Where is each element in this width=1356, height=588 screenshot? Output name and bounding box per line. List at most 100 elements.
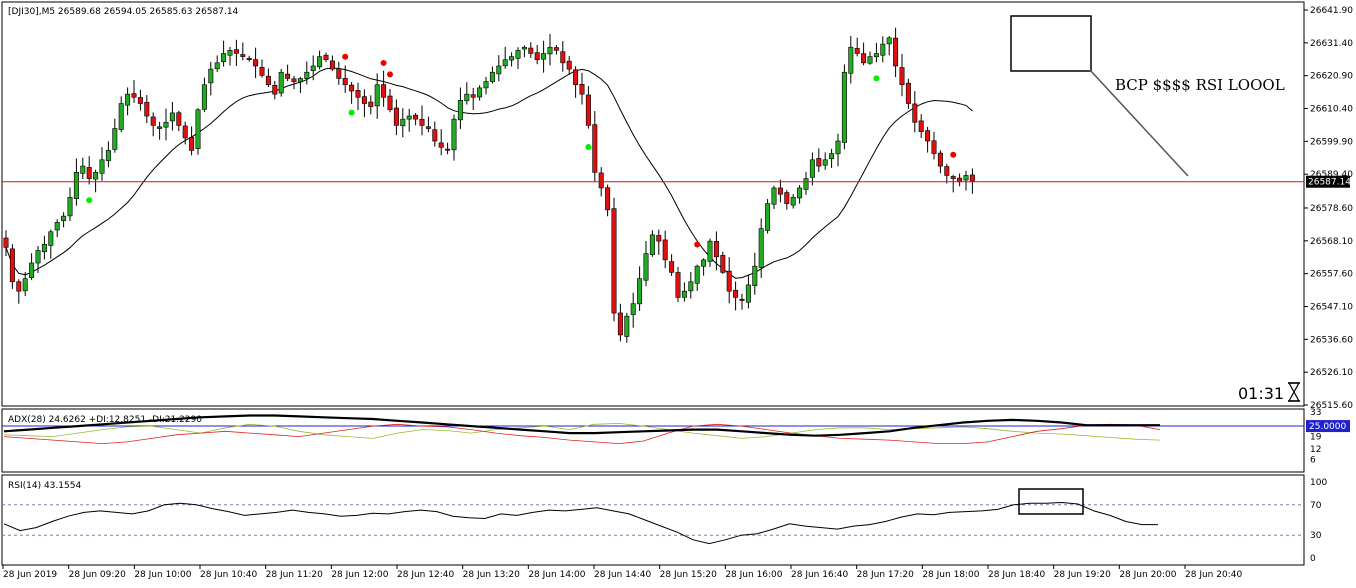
bear-candle [265, 75, 271, 86]
candles-group [3, 27, 975, 343]
time-tick-label: 28 Jun 15:20 [660, 570, 717, 580]
time-tick-label: 28 Jun 10:00 [134, 570, 191, 580]
bear-candle [777, 187, 783, 195]
bull-candle [624, 315, 630, 337]
bear-candle [361, 96, 367, 104]
price-tick-label: 26557.60 [1310, 270, 1353, 280]
time-tick-label: 28 Jun 14:40 [594, 570, 651, 580]
bull-candle [547, 46, 553, 55]
bear-candle [566, 60, 572, 70]
bear-candle [662, 239, 668, 261]
bull-candle [48, 231, 54, 246]
adx-level-label: 25.0000 [1309, 422, 1346, 432]
bull-candle [829, 153, 835, 160]
bull-candle [304, 71, 310, 79]
bear-candle [918, 120, 924, 132]
time-tick-label: 28 Jun 20:40 [1185, 570, 1242, 580]
time-tick-label: 28 Jun 12:00 [331, 570, 388, 580]
bull-candle [745, 284, 751, 303]
bear-candle [323, 54, 329, 61]
bear-candle [553, 47, 559, 51]
bear-candle [3, 237, 9, 248]
moving-average-series [5, 67, 973, 279]
bull-candle [688, 281, 694, 292]
bear-candle [784, 192, 790, 204]
bull-candle [637, 278, 643, 305]
bull-candle [803, 178, 809, 190]
signal-dots-group [86, 53, 957, 248]
bull-candle [22, 278, 28, 292]
bear-candle [438, 142, 444, 148]
bear-candle [560, 51, 566, 64]
price-tick-label: 26610.40 [1310, 105, 1353, 115]
adx-tick-label: 33 [1310, 408, 1321, 418]
bear-candle [470, 94, 476, 98]
bear-candle [669, 261, 675, 273]
time-tick-label: 28 Jun 13:20 [463, 570, 520, 580]
bull-candle [880, 43, 886, 56]
bull-candle [477, 87, 483, 98]
bull-candle [406, 115, 412, 120]
rsi-tick-label: 100 [1310, 478, 1327, 488]
annotation-text: BCP $$$$ RSI LOOOL [1115, 76, 1285, 94]
bull-candle [515, 50, 521, 59]
bull-candle [707, 240, 713, 262]
price-tick-label: 26589.40 [1310, 170, 1353, 180]
bull-candle [278, 71, 284, 94]
signal-down-dot [950, 151, 957, 158]
bull-candle [169, 112, 175, 122]
bear-candle [726, 270, 732, 292]
time-tick-label: 28 Jun 19:20 [1054, 570, 1111, 580]
bull-candle [797, 187, 803, 199]
adx-axis: 33 19 126 [1310, 408, 1322, 465]
bear-candle [579, 83, 585, 95]
bull-candle [752, 265, 758, 286]
signal-down-dot [387, 71, 393, 78]
bear-candle [381, 84, 387, 98]
bull-candle [765, 203, 771, 231]
bull-candle [630, 303, 636, 315]
rsi-panel[interactable] [1, 474, 1305, 566]
bull-candle [483, 81, 489, 89]
bear-candle [176, 112, 182, 126]
adx-series-minusdi [3, 423, 1161, 445]
bear-candle [816, 158, 822, 167]
price-tick-label: 26547.10 [1310, 302, 1353, 312]
bear-candle [713, 241, 719, 258]
bull-candle [221, 53, 227, 63]
bull-candle [297, 78, 303, 83]
highlight-box-price [1010, 15, 1092, 72]
signal-down-dot [342, 53, 349, 60]
bull-candle [701, 259, 707, 267]
bear-candle [291, 78, 297, 82]
highlight-box-rsi [1018, 488, 1084, 515]
bull-candle [835, 140, 841, 155]
signal-up-dot [873, 75, 880, 82]
price-tick-label: 26578.60 [1310, 204, 1353, 214]
price-tag-label: 26587.14 [1308, 178, 1351, 188]
bull-candle [67, 197, 73, 217]
time-tick-label: 28 Jun 17:20 [857, 570, 914, 580]
bear-candle [598, 172, 604, 189]
bull-candle [873, 53, 879, 58]
bear-candle [144, 101, 150, 117]
bear-candle [349, 84, 355, 92]
bull-candle [29, 262, 35, 278]
rsi-line [3, 501, 1158, 545]
bull-candle [214, 62, 220, 70]
bull-candle [125, 93, 131, 106]
bull-candle [541, 53, 547, 60]
adx-panel[interactable] [1, 408, 1305, 473]
bear-candle [86, 167, 92, 179]
bull-candle [643, 253, 649, 281]
bear-candle [233, 49, 239, 54]
bear-candle [617, 312, 623, 336]
bear-candle [937, 152, 943, 167]
bull-candle [822, 159, 828, 166]
bull-candle [509, 56, 515, 61]
bull-candle [649, 234, 655, 255]
bear-candle [393, 107, 399, 126]
main-price-panel[interactable] [1, 1, 1305, 407]
bear-candle [355, 90, 361, 98]
